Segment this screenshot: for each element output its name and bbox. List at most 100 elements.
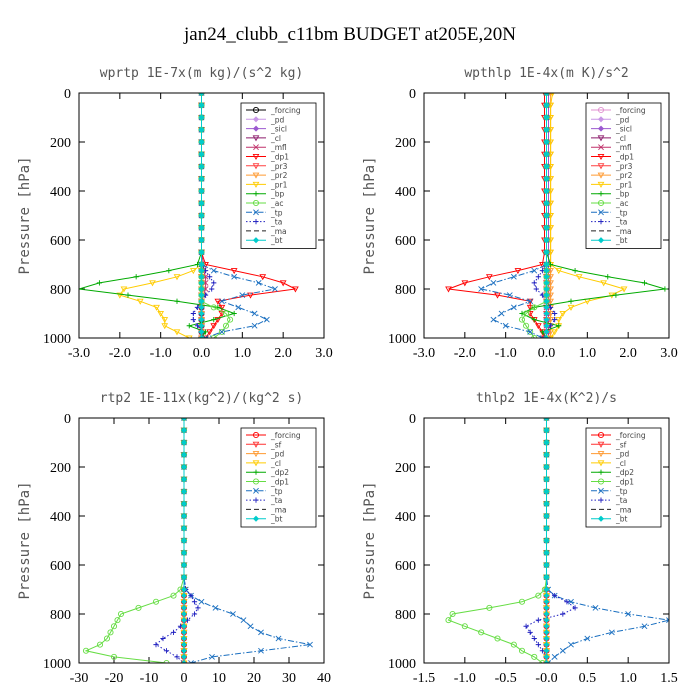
data-point bbox=[543, 163, 550, 170]
legend-marker bbox=[597, 172, 605, 179]
series-group bbox=[445, 418, 669, 663]
data-point bbox=[180, 647, 188, 654]
legend-marker bbox=[597, 451, 605, 458]
legend-marker bbox=[597, 163, 605, 170]
data-point bbox=[275, 635, 282, 642]
legend-label: _tp bbox=[270, 208, 283, 217]
legend-marker bbox=[252, 431, 260, 439]
legend-label: _ta bbox=[615, 496, 627, 505]
x-tick-label: 30 bbox=[282, 671, 296, 686]
data-point bbox=[527, 298, 534, 305]
data-point bbox=[198, 267, 205, 274]
data-point bbox=[506, 292, 513, 299]
x-tick-label: -1.5 bbox=[413, 671, 435, 686]
panel-title: wprtp 1E-7x(m kg)/(s^2 kg) bbox=[100, 66, 304, 81]
y-tick-label: 800 bbox=[395, 608, 416, 623]
data-point bbox=[218, 298, 225, 305]
y-axis-label: Pressure [hPa] bbox=[362, 156, 378, 274]
data-point bbox=[210, 323, 218, 330]
data-point bbox=[543, 279, 550, 286]
legend-box bbox=[585, 427, 662, 528]
y-axis-label: Pressure [hPa] bbox=[362, 481, 378, 599]
legend-marker bbox=[252, 153, 260, 161]
data-point bbox=[552, 593, 558, 599]
data-point bbox=[180, 623, 188, 630]
data-point bbox=[559, 647, 566, 654]
data-point bbox=[547, 329, 554, 336]
y-tick-label: 600 bbox=[395, 234, 416, 249]
data-point bbox=[180, 592, 188, 599]
data-point bbox=[198, 138, 205, 146]
legend-label: _tp bbox=[615, 208, 628, 217]
data-point bbox=[543, 298, 550, 305]
data-point bbox=[543, 322, 550, 329]
data-point bbox=[218, 328, 225, 335]
data-point bbox=[527, 328, 534, 335]
data-point bbox=[166, 268, 172, 274]
panel-3: rtp2 1E-11x(kg^2)/(kg^2 s) Pressure [hPa]… bbox=[17, 391, 331, 686]
series-line-tp bbox=[479, 93, 547, 338]
x-tick-label: -3.0 bbox=[413, 346, 435, 361]
data-point bbox=[518, 647, 526, 654]
data-point bbox=[543, 574, 550, 581]
data-point bbox=[207, 274, 213, 280]
plot-frame bbox=[78, 417, 325, 664]
data-point bbox=[543, 138, 550, 146]
data-point bbox=[259, 274, 267, 281]
data-point bbox=[180, 427, 188, 434]
data-point bbox=[490, 316, 497, 323]
y-tick-label: 800 bbox=[50, 283, 71, 298]
x-tick-label: -10 bbox=[140, 671, 159, 686]
data-point bbox=[543, 102, 550, 109]
data-point bbox=[445, 617, 452, 624]
legend-marker bbox=[598, 191, 604, 197]
data-point bbox=[230, 611, 236, 617]
y-tick-label: 200 bbox=[50, 136, 71, 151]
data-point bbox=[186, 323, 192, 329]
y-tick-label: 200 bbox=[50, 461, 71, 476]
data-point bbox=[198, 273, 205, 280]
legend-label: _tp bbox=[270, 487, 283, 496]
data-point bbox=[198, 261, 205, 268]
data-point bbox=[572, 605, 578, 611]
legend-marker bbox=[598, 209, 604, 216]
data-point bbox=[117, 610, 125, 618]
series-line-dp1 bbox=[84, 418, 185, 663]
series-group bbox=[79, 93, 299, 338]
legend-marker bbox=[253, 191, 259, 197]
legend-marker bbox=[598, 219, 604, 225]
data-point bbox=[539, 335, 546, 338]
legend-label: _pd bbox=[615, 115, 630, 124]
data-point bbox=[180, 439, 188, 446]
data-point bbox=[202, 335, 209, 338]
y-tick-label: 0 bbox=[64, 87, 71, 102]
legend-marker bbox=[597, 441, 605, 448]
legend-marker bbox=[252, 237, 260, 244]
legend-label: _bt bbox=[270, 515, 283, 524]
data-point bbox=[543, 236, 550, 244]
legend-label: _bt bbox=[615, 515, 628, 524]
data-point bbox=[235, 304, 242, 311]
data-point bbox=[543, 586, 550, 593]
data-point bbox=[543, 418, 550, 422]
legend-marker bbox=[598, 487, 604, 494]
data-point bbox=[641, 280, 648, 286]
panel-2: wpthlp 1E-4x(m K)/s^2 Pressure [hPa] -3.0 -… bbox=[362, 66, 678, 361]
data-point bbox=[161, 317, 169, 324]
data-point bbox=[188, 660, 194, 663]
x-tick-label: -0.0 bbox=[535, 671, 557, 686]
data-point bbox=[543, 549, 550, 556]
legend-label: _tp bbox=[615, 487, 628, 496]
data-point bbox=[231, 310, 237, 317]
legend-marker bbox=[252, 460, 260, 467]
data-point bbox=[533, 286, 539, 292]
x-tick-label: 2.0 bbox=[274, 346, 292, 361]
data-point bbox=[170, 592, 177, 599]
data-point bbox=[198, 93, 205, 97]
data-point bbox=[498, 310, 505, 317]
x-tick-label: 2.0 bbox=[619, 346, 637, 361]
data-point bbox=[180, 659, 188, 663]
data-point bbox=[180, 604, 188, 611]
legend-label: _bp bbox=[615, 190, 630, 199]
data-point bbox=[555, 317, 563, 324]
